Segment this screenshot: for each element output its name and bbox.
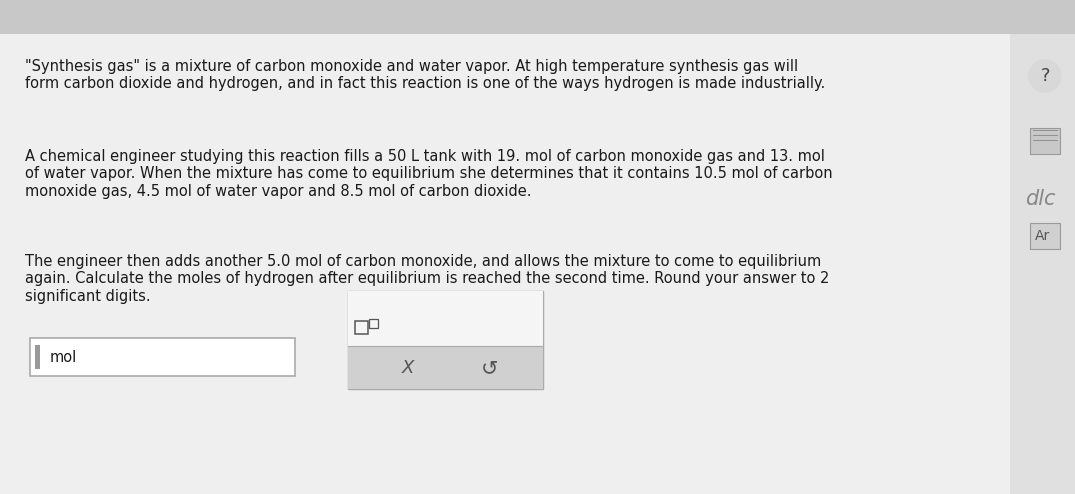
Text: ↺: ↺ bbox=[482, 358, 499, 378]
Text: ?: ? bbox=[1041, 67, 1050, 85]
Text: The engineer then adds another 5.0 mol of carbon monoxide, and allows the mixtur: The engineer then adds another 5.0 mol o… bbox=[25, 254, 830, 304]
Text: "Synthesis gas" is a mixture of carbon monoxide and water vapor. At high tempera: "Synthesis gas" is a mixture of carbon m… bbox=[25, 59, 826, 91]
Text: X: X bbox=[402, 359, 414, 377]
Text: mol: mol bbox=[51, 349, 77, 365]
FancyBboxPatch shape bbox=[348, 346, 543, 389]
Text: A chemical engineer studying this reaction fills a 50 L tank with 19. mol of car: A chemical engineer studying this reacti… bbox=[25, 149, 833, 199]
FancyBboxPatch shape bbox=[1030, 223, 1060, 249]
FancyBboxPatch shape bbox=[0, 34, 1010, 494]
FancyBboxPatch shape bbox=[1010, 34, 1075, 494]
FancyBboxPatch shape bbox=[35, 345, 40, 369]
FancyBboxPatch shape bbox=[0, 0, 1075, 34]
Text: dlc: dlc bbox=[1024, 189, 1056, 209]
Circle shape bbox=[1029, 60, 1061, 92]
FancyBboxPatch shape bbox=[348, 291, 543, 346]
FancyBboxPatch shape bbox=[348, 291, 543, 389]
FancyBboxPatch shape bbox=[30, 338, 295, 376]
FancyBboxPatch shape bbox=[1030, 128, 1060, 154]
Text: Ar: Ar bbox=[1035, 229, 1050, 243]
